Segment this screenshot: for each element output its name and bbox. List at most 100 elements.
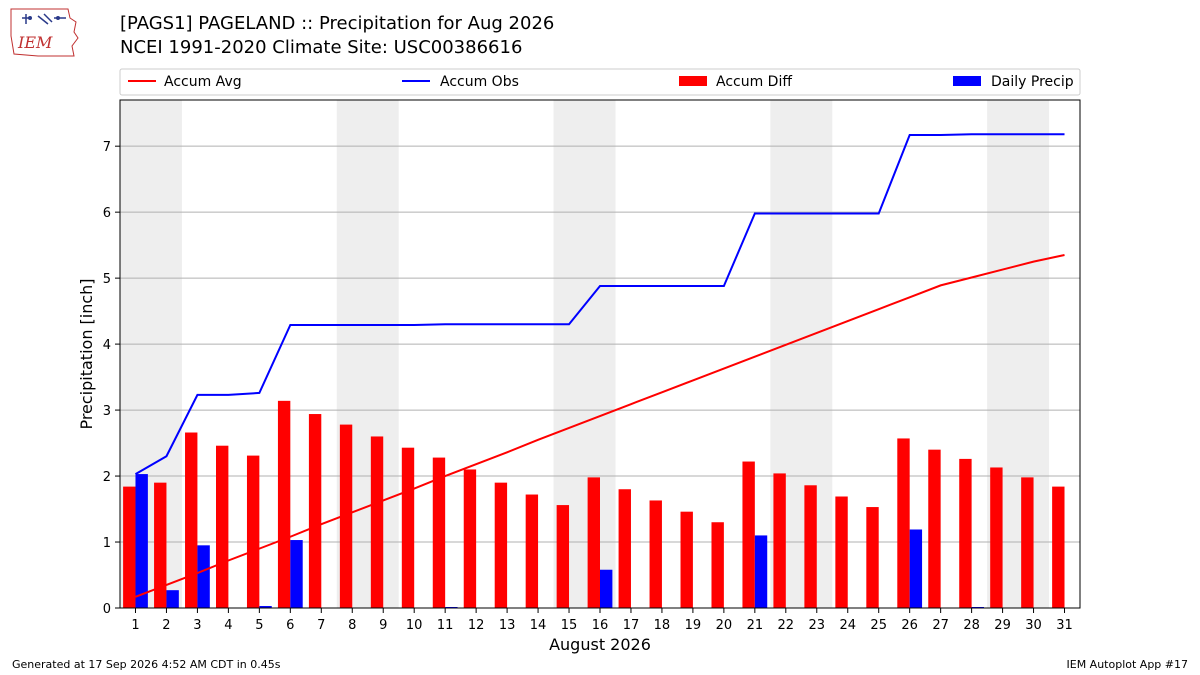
x-tick-label: 4 [224,618,232,633]
y-tick-label: 1 [103,536,111,551]
accum-diff-bar [154,482,167,608]
y-tick-label: 4 [103,338,111,353]
accum-diff-bar [123,486,136,608]
y-tick-label: 7 [103,140,111,155]
logo-text: IEM [17,33,53,52]
accum-diff-bar [432,457,446,608]
x-tick-label: 8 [348,618,356,633]
x-tick-label: 10 [406,618,423,633]
x-tick-label: 7 [317,618,325,633]
accum-diff-bar [308,414,322,608]
x-tick-label: 21 [747,618,764,633]
accum-diff-bar [556,505,570,608]
accum-diff-bar [618,489,631,608]
y-axis-label: Precipitation [inch] [77,278,96,429]
x-tick-label: 29 [994,618,1011,633]
x-tick-label: 14 [530,618,547,633]
x-tick-label: 20 [716,618,733,633]
y-tick-label: 6 [103,206,111,221]
daily-precip-bar [754,535,768,608]
accum-diff-bar [680,511,693,608]
y-tick-label: 5 [103,272,111,287]
x-tick-label: 13 [499,618,516,633]
accum-diff-bar [897,438,910,608]
chart-subtitle: NCEI 1991-2020 Climate Site: USC00386616 [120,37,523,58]
bars [123,400,1065,608]
x-axis-label: August 2026 [549,635,651,654]
x-tick-label: 18 [654,618,671,633]
legend-box [119,68,1081,96]
y-axis: 0 1 2 3 4 5 6 7 [103,140,120,617]
footer-generated-text: Generated at 17 Sep 2026 4:52 AM CDT in … [12,658,281,671]
accum-diff-bar [277,400,291,608]
lines [134,133,1065,598]
accum-diff-bar [463,469,477,608]
legend-swatch-accum-diff [679,76,707,86]
x-tick-label: 1 [131,618,139,633]
x-tick-label: 31 [1056,618,1073,633]
accum-diff-bar [742,461,755,608]
daily-precip-bar [259,606,272,608]
daily-precip-bar [909,529,923,608]
x-tick-label: 24 [839,618,856,633]
x-tick-label: 5 [255,618,263,633]
y-tick-label: 0 [103,602,111,617]
accum-diff-bar [835,496,848,608]
accum-diff-bar [216,445,229,608]
chart-title: [PAGS1] PAGELAND :: Precipitation for Au… [120,13,555,34]
accum-diff-bar [773,473,786,608]
daily-precip-bar [197,545,210,608]
legend: Accum Avg Accum Obs Accum Diff Daily Pre… [119,68,1081,96]
accum-diff-bar [649,500,662,608]
x-tick-label: 30 [1025,618,1042,633]
legend-label-accum-avg: Accum Avg [164,74,242,90]
footer-app-text: IEM Autoplot App #17 [1066,658,1189,671]
daily-precip-bar [135,474,148,608]
x-tick-label: 6 [286,618,294,633]
iem-logo: IEM [10,8,79,57]
legend-label-daily-precip: Daily Precip [991,74,1074,90]
accum-diff-bar [370,436,384,608]
x-tick-label: 2 [162,618,170,633]
x-tick-label: 16 [592,618,609,633]
y-tick-label: 2 [103,470,111,485]
x-tick-label: 9 [379,618,387,633]
daily-precip-bar [290,540,303,608]
accum-diff-bar [866,507,879,608]
accum-diff-bar [959,458,972,608]
x-tick-label: 22 [778,618,795,633]
x-tick-label: 17 [623,618,640,633]
accum-diff-bar [494,482,508,608]
accum-diff-bar [185,432,198,608]
x-tick-label: 23 [809,618,826,633]
x-tick-label: 19 [685,618,702,633]
legend-swatch-daily-precip [953,76,981,86]
daily-precip-bar [600,569,613,608]
x-tick-label: 27 [932,618,949,633]
x-tick-label: 25 [870,618,887,633]
accum-diff-bar [1052,486,1065,608]
legend-label-accum-diff: Accum Diff [716,74,792,90]
x-axis: 1 2 3 4 5 6 7 8 9 10 11 12 13 14 15 16 17 18 19 20 21 22 23 24 2… [131,608,1073,633]
accum-diff-bar [1021,477,1034,608]
accum-obs-line [134,133,1065,475]
accum-diff-bar [339,424,353,608]
accum-diff-bar [928,449,941,608]
y-tick-label: 3 [103,404,111,419]
legend-label-accum-obs: Accum Obs [440,74,519,90]
daily-precip-bar [166,590,179,608]
x-tick-label: 11 [437,618,454,633]
accum-diff-bar [246,455,260,608]
accum-diff-bar [804,485,817,608]
accum-diff-bar [525,494,539,608]
accum-diff-bar [587,477,600,608]
accum-diff-bar [990,467,1003,608]
accum-diff-bar [401,447,415,608]
x-tick-label: 15 [561,618,578,633]
x-tick-label: 3 [193,618,201,633]
accum-diff-bar [711,522,724,608]
x-tick-label: 28 [963,618,980,633]
x-tick-label: 26 [901,618,918,633]
x-tick-label: 12 [468,618,485,633]
